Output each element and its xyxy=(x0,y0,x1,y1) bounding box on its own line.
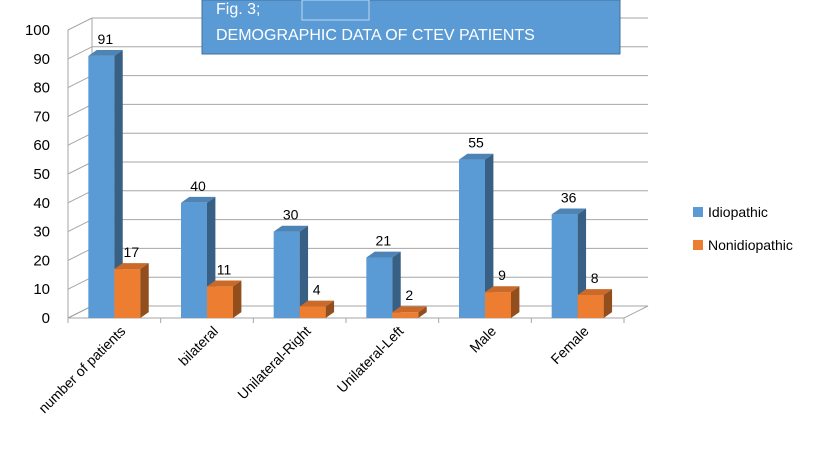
bar-nonidiopathic-4 xyxy=(485,286,520,318)
bar-front xyxy=(392,312,419,318)
category-label: Unilateral-Right xyxy=(234,323,314,403)
data-labels: 91 17 40 11 30 4 21 2 55 9 36 8 xyxy=(98,31,599,303)
y-tick-label: 10 xyxy=(33,281,50,298)
bar-side xyxy=(140,263,149,318)
bar-side xyxy=(418,306,427,318)
bar-idiopathic-2 xyxy=(273,225,309,318)
y-tick-label: 80 xyxy=(33,80,50,97)
y-tick-label: 70 xyxy=(33,108,50,125)
bar-nonidiopathic-2 xyxy=(299,300,335,318)
data-label-nonidiopathic: 11 xyxy=(217,261,232,277)
gridline-side xyxy=(67,132,93,146)
bar-nonidiopathic-3 xyxy=(392,306,427,318)
gridline-side xyxy=(67,161,93,175)
bar-top xyxy=(207,280,242,287)
bar-top xyxy=(459,153,494,160)
y-tick-label: 20 xyxy=(33,252,50,269)
bar-front xyxy=(577,294,604,318)
category-label: Female xyxy=(547,323,591,367)
bar-front xyxy=(273,231,300,318)
bar-top xyxy=(485,286,520,293)
y-tick-label: 30 xyxy=(33,224,50,241)
gridline-side xyxy=(67,247,93,261)
data-label-nonidiopathic: 9 xyxy=(498,267,506,283)
y-tick-label: 0 xyxy=(42,310,50,327)
legend-swatch-idiopathic xyxy=(693,207,703,217)
bar-top xyxy=(88,50,123,56)
title-box xyxy=(201,0,621,55)
y-axis-ticks: 0 10 20 30 40 50 60 70 80 90 100 xyxy=(25,22,50,327)
data-label-nonidiopathic: 8 xyxy=(591,270,599,286)
bar-top xyxy=(577,289,613,295)
legend-label-nonidiopathic: Nonidiopathic xyxy=(708,237,793,253)
bar-top xyxy=(392,306,427,313)
bar-nonidiopathic-0 xyxy=(114,263,149,318)
title-line-2: DEMOGRAPHIC DATA OF CTEV PATIENTS xyxy=(216,27,535,44)
bar-top xyxy=(299,300,335,307)
category-label: Male xyxy=(466,323,499,356)
bar-front xyxy=(181,202,207,318)
bar-top xyxy=(551,208,587,215)
bar-front xyxy=(88,55,115,319)
bar-top xyxy=(366,251,401,258)
bar-side xyxy=(233,280,242,318)
y-tick-label: 100 xyxy=(25,22,50,39)
data-label-nonidiopathic: 17 xyxy=(124,244,140,260)
gridline-side xyxy=(67,103,93,117)
bar-front xyxy=(299,306,326,318)
bar-nonidiopathic-1 xyxy=(207,280,242,318)
bar-front xyxy=(485,292,511,318)
legend-label-idiopathic: Idiopathic xyxy=(708,204,768,220)
data-label-idiopathic: 91 xyxy=(98,31,114,47)
y-tick-label: 60 xyxy=(33,137,50,154)
bar-side xyxy=(603,289,613,318)
bar-side xyxy=(114,50,123,318)
y-tick-label: 40 xyxy=(33,195,50,212)
bar-idiopathic-5 xyxy=(551,208,587,318)
data-label-idiopathic: 30 xyxy=(283,207,299,223)
category-label: Unilateral-Left xyxy=(334,323,407,396)
bar-side xyxy=(485,153,494,318)
bar-nonidiopathic-5 xyxy=(577,289,613,318)
bar-side xyxy=(392,251,401,318)
category-label: number of patients xyxy=(35,323,128,416)
gridline-side xyxy=(67,46,93,60)
bar-front xyxy=(207,286,233,318)
bar-front xyxy=(551,214,578,318)
y-tick-label: 50 xyxy=(33,166,50,183)
category-labels: number of patients bilateral Unilateral-Ri… xyxy=(35,323,592,416)
gridline-side xyxy=(67,219,93,233)
gridline-side xyxy=(67,276,93,290)
data-label-nonidiopathic: 4 xyxy=(313,281,321,297)
data-label-idiopathic: 55 xyxy=(468,135,484,151)
category-label: bilateral xyxy=(175,323,221,369)
gridline-side xyxy=(67,75,93,89)
bar-top xyxy=(273,225,309,232)
bar-side xyxy=(511,286,520,318)
bar-idiopathic-0 xyxy=(88,50,123,319)
gridline-side xyxy=(67,190,93,204)
bar-front xyxy=(459,159,485,318)
bar-top xyxy=(114,263,149,270)
bar-front xyxy=(114,269,141,318)
legend-swatch-nonidiopathic xyxy=(693,240,703,250)
legend: Idiopathic Nonidiopathic xyxy=(693,204,793,253)
chart-title: Fig. 3; DEMOGRAPHIC DATA OF CTEV PATIENT… xyxy=(201,0,621,55)
bar-idiopathic-3 xyxy=(366,251,401,318)
bar-side xyxy=(325,300,335,318)
bar-top xyxy=(181,196,216,203)
data-label-idiopathic: 40 xyxy=(190,178,206,194)
bar-side xyxy=(299,225,309,318)
bars xyxy=(88,50,613,319)
title-inner-box xyxy=(301,0,370,21)
bar-idiopathic-4 xyxy=(459,153,494,318)
y-tick-label: 90 xyxy=(33,51,50,68)
data-label-idiopathic: 21 xyxy=(376,233,392,249)
data-label-idiopathic: 36 xyxy=(561,189,577,205)
bar-front xyxy=(366,257,393,318)
gridline-side xyxy=(67,17,93,31)
data-label-nonidiopathic: 2 xyxy=(405,287,413,303)
title-line-1: Fig. 3; xyxy=(216,1,260,18)
